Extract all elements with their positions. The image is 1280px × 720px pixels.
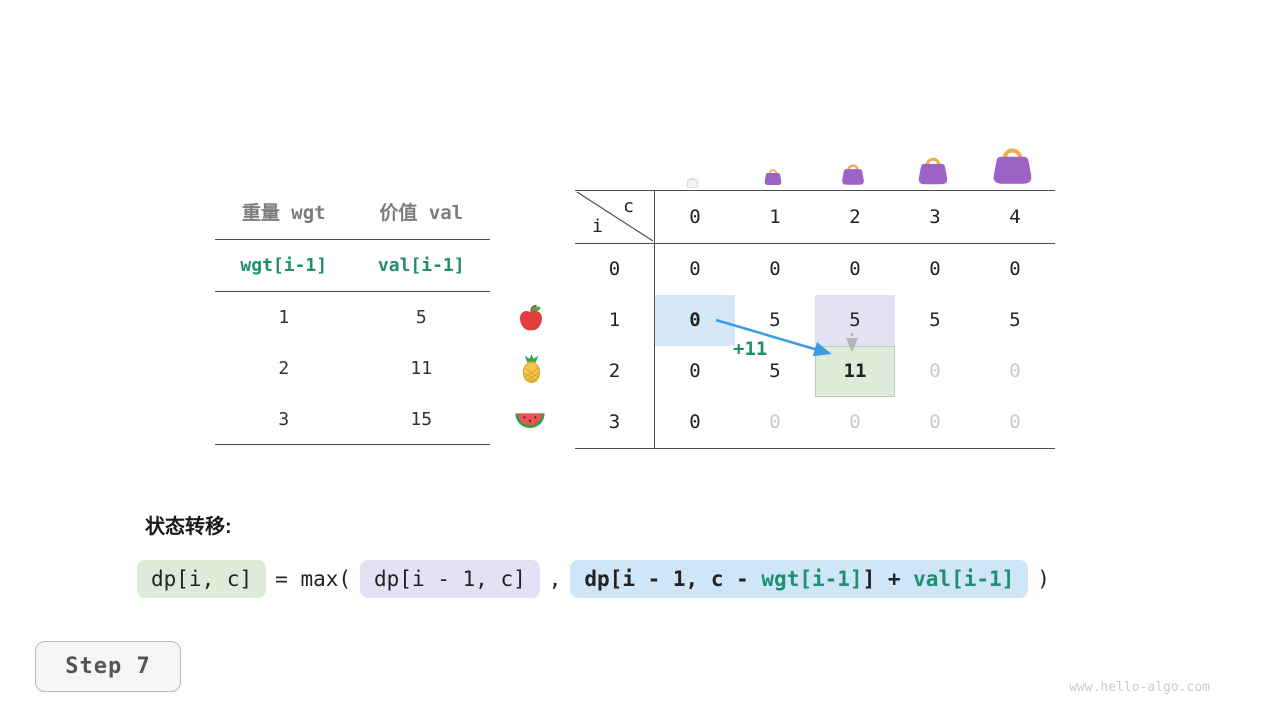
dp-row-label: 1: [575, 295, 655, 346]
bag-icon-capacity-3: [916, 152, 950, 190]
formula-arg2-mid: ] +: [862, 567, 914, 591]
item-weight: 3: [278, 409, 290, 430]
dp-col-header: 2: [849, 206, 861, 228]
formula-arg2: dp[i - 1, c - wgt[i-1]] + val[i-1]: [570, 560, 1029, 598]
bag-icon-capacity-2: [840, 160, 866, 190]
transition-title: 状态转移:: [145, 516, 232, 538]
dp-row-3: 3 0 0 0 0 0: [575, 397, 1055, 448]
value-column-header: 价值 val: [379, 202, 464, 224]
items-table: 重量 wgt 价值 val wgt[i-1] val[i-1] 1 5 2 11…: [215, 186, 490, 445]
dp-cell: 5: [929, 309, 941, 331]
formula-arg2-val: val[i-1]: [913, 567, 1015, 591]
dp-row-0: 0 0 0 0 0 0: [575, 244, 1055, 295]
dp-col-header: 1: [769, 206, 781, 228]
formula-arg1: dp[i - 1, c]: [360, 560, 540, 598]
item-weight: 2: [278, 358, 290, 379]
apple-icon: [516, 303, 546, 337]
item-value: 15: [410, 409, 433, 430]
item-row: 3 15: [215, 394, 490, 445]
dp-cell: 0: [689, 258, 701, 280]
dp-cell: 0: [689, 411, 701, 433]
dp-col-header: 3: [929, 206, 941, 228]
item-row: 1 5: [215, 292, 490, 343]
corner-item-label: i: [592, 216, 603, 237]
pineapple-icon: [518, 353, 545, 388]
dp-row-label: 2: [575, 346, 655, 397]
dp-col-header: 4: [1009, 206, 1021, 228]
bag-icon-capacity-0: [686, 173, 699, 192]
dp-cell: 0: [1009, 411, 1021, 433]
item-value: 11: [410, 358, 433, 379]
formula-arg2-wgt: wgt[i-1]: [761, 567, 863, 591]
transition-value-annotation: +11: [733, 338, 768, 360]
weight-column-header: 重量 wgt: [241, 202, 326, 224]
watermark: www.hello-algo.com: [1069, 680, 1210, 695]
dp-cell: 0: [929, 360, 941, 382]
formula-lhs: dp[i, c]: [137, 560, 267, 598]
dp-row-label: 3: [575, 397, 655, 448]
wgt-formula-label: wgt[i-1]: [240, 255, 328, 276]
items-table-formula-row: wgt[i-1] val[i-1]: [215, 240, 490, 292]
dp-cell-source-blue: 0: [655, 295, 735, 346]
item-weight: 1: [278, 307, 290, 328]
dp-row-1: 1 0 5 5 5 5: [575, 295, 1055, 346]
dp-row-2: 2 0 5 11 0 0: [575, 346, 1055, 397]
dp-cell: 0: [769, 411, 781, 433]
dp-corner-cell: c i: [575, 191, 655, 243]
dp-cell: 0: [1009, 360, 1021, 382]
transition-formula: dp[i, c] = max( dp[i - 1, c] , dp[i - 1,…: [137, 560, 1059, 598]
item-value: 5: [415, 307, 427, 328]
corner-capacity-label: c: [623, 196, 634, 217]
dp-cell: 0: [929, 411, 941, 433]
step-badge: Step 7: [35, 641, 181, 692]
dp-table: c i 0 1 2 3 4 0 0 0 0 0 0 1 0 5 5 5 5 2: [575, 190, 1055, 449]
formula-close-paren: ): [1037, 567, 1050, 591]
bag-icon-capacity-1: [763, 166, 783, 190]
dp-header-row: c i 0 1 2 3 4: [575, 191, 1055, 244]
formula-arg2-prefix: dp[i - 1, c -: [584, 567, 762, 591]
watermelon-icon: [514, 410, 546, 434]
formula-comma: ,: [548, 567, 562, 591]
dp-cell: 0: [929, 258, 941, 280]
bag-icon-capacity-4: [990, 141, 1035, 190]
dp-cell: 0: [849, 411, 861, 433]
dp-row-label: 0: [575, 244, 655, 295]
dp-cell: 0: [769, 258, 781, 280]
dp-cell: 0: [689, 360, 701, 382]
dp-col-header: 0: [689, 206, 701, 228]
dp-cell: 0: [849, 258, 861, 280]
dp-cell-result-green: 11: [815, 346, 895, 397]
items-table-header-row: 重量 wgt 价值 val: [215, 186, 490, 240]
dp-cell: 0: [1009, 258, 1021, 280]
dp-cell: 5: [1009, 309, 1021, 331]
val-formula-label: val[i-1]: [377, 255, 465, 276]
item-row: 2 11: [215, 343, 490, 394]
formula-eq-max: = max(: [275, 567, 352, 591]
dp-cell-source-lavender: 5: [815, 295, 895, 346]
dp-cell: 5: [769, 360, 781, 382]
